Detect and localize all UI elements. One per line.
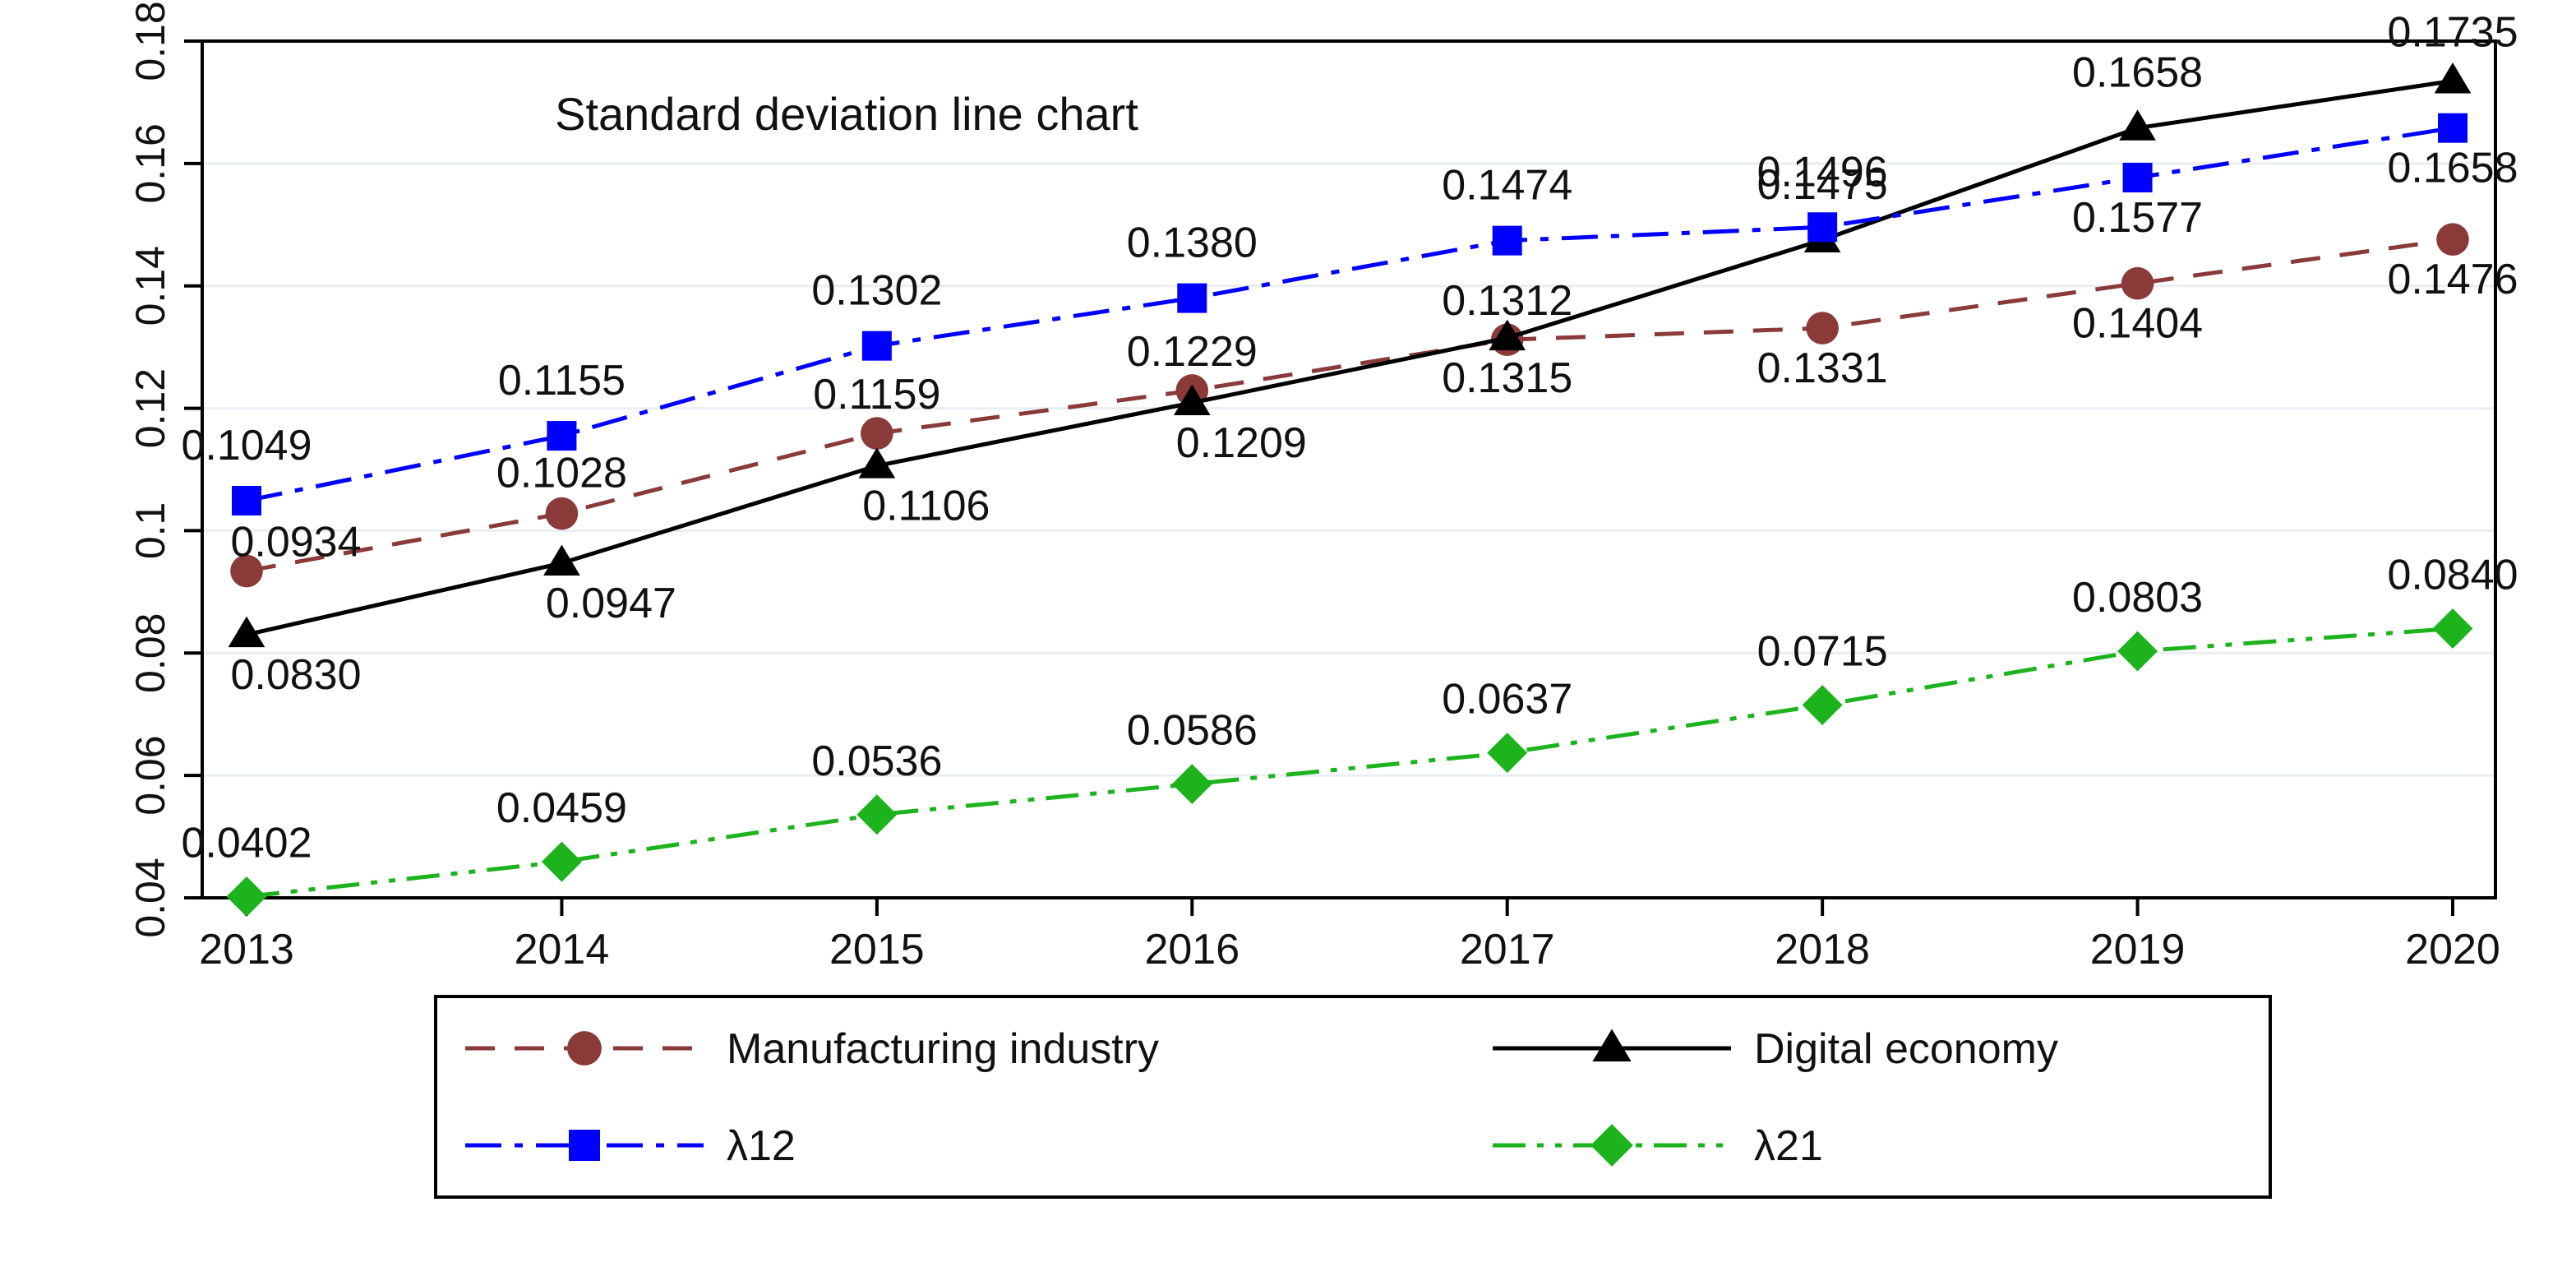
point-digital — [1489, 319, 1526, 351]
data-label-manufacturing: 0.1229 — [1127, 328, 1258, 376]
point-lambda12 — [2122, 162, 2153, 192]
series-line-digital — [246, 78, 2454, 637]
data-label-lambda12: 0.1474 — [1442, 162, 1572, 210]
legend-label-lambda21: λ21 — [1754, 1122, 1823, 1170]
data-label-digital: 0.1106 — [862, 483, 990, 530]
point-lambda21 — [226, 876, 267, 917]
y-tick-label: 0.06 — [127, 735, 173, 815]
data-label-digital: 0.1658 — [2072, 49, 2203, 97]
data-label-layer: 0.0934 0.1028 0.1159 0.1229 0.1312 0.1331 0.14… — [181, 8, 2518, 867]
data-label-lambda12: 0.1302 — [811, 267, 942, 315]
data-label-digital: 0.1475 — [1757, 161, 1888, 209]
y-tick-label: 0.12 — [127, 368, 173, 448]
point-manufacturing — [861, 417, 893, 450]
data-label-lambda21: 0.0459 — [496, 784, 627, 832]
data-label-manufacturing: 0.1028 — [496, 450, 627, 497]
point-lambda12 — [232, 485, 261, 516]
data-label-lambda12: 0.1658 — [2387, 145, 2518, 192]
point-lambda12 — [1177, 283, 1207, 313]
y-tick-label: 0.04 — [127, 858, 173, 937]
point-manufacturing — [2436, 223, 2469, 256]
point-lambda21 — [2117, 631, 2158, 672]
data-label-digital: 0.0830 — [230, 651, 361, 699]
data-label-lambda21: 0.0402 — [181, 820, 312, 867]
legend-label-digital: Digital economy — [1754, 1025, 2058, 1073]
axis-layer: 0.04 0.06 0.08 0.1 0.12 0.14 0.16 0.18 2013 2014 2… — [127, 1, 2500, 973]
point-lambda12 — [1492, 225, 1522, 256]
series-line-lambda12 — [246, 126, 2454, 503]
data-label-digital: 0.1735 — [2387, 8, 2518, 56]
y-tick-label: 0.16 — [127, 123, 173, 203]
data-label-manufacturing: 0.1159 — [813, 371, 940, 418]
legend: Manufacturing industry Digital economy λ12… — [434, 995, 2272, 1199]
data-label-lambda21: 0.0803 — [2072, 574, 2203, 622]
point-digital — [543, 544, 580, 576]
data-label-lambda12: 0.1496 — [1757, 148, 1888, 196]
point-digital — [228, 616, 265, 648]
data-label-digital: 0.1315 — [1442, 354, 1572, 402]
legend-box — [434, 995, 2272, 1199]
data-label-lambda21: 0.0536 — [811, 738, 942, 785]
point-lambda21 — [856, 794, 898, 835]
data-label-manufacturing: 0.1331 — [1757, 344, 1888, 392]
point-manufacturing — [1806, 312, 1839, 344]
point-digital — [2434, 62, 2472, 94]
x-tick-label: 2017 — [1460, 926, 1555, 973]
point-digital — [2119, 109, 2156, 141]
legend-label-manufacturing: Manufacturing industry — [727, 1025, 1159, 1073]
series-line-lambda21 — [246, 627, 2454, 899]
point-lambda21 — [1487, 733, 1528, 774]
point-lambda12 — [547, 421, 577, 451]
legend-swatch-marker-lambda21 — [1590, 1124, 1633, 1167]
point-lambda12 — [2438, 113, 2468, 143]
data-label-digital: 0.1209 — [1176, 419, 1307, 467]
x-tick-label: 2020 — [2405, 926, 2500, 973]
x-tick-label: 2019 — [2090, 926, 2186, 973]
point-manufacturing — [230, 554, 263, 588]
y-tick-label: 0.14 — [127, 246, 173, 326]
data-label-digital: 0.0947 — [546, 580, 676, 627]
data-label-lambda12: 0.1577 — [2072, 194, 2203, 242]
data-label-manufacturing: 0.1404 — [2072, 300, 2203, 348]
y-tick-label: 0.18 — [127, 1, 173, 81]
x-tick-label: 2013 — [199, 926, 294, 973]
data-label-lambda21: 0.0637 — [1442, 676, 1572, 724]
x-tick-label: 2018 — [1775, 926, 1870, 973]
point-lambda21 — [541, 841, 582, 882]
data-label-lambda21: 0.0586 — [1127, 707, 1258, 755]
data-label-lambda21: 0.0840 — [2387, 552, 2518, 599]
data-label-lambda12: 0.1380 — [1127, 220, 1258, 267]
data-label-lambda21: 0.0715 — [1757, 628, 1888, 676]
y-tick-label: 0.08 — [127, 613, 173, 693]
legend-label-lambda12: λ12 — [727, 1122, 796, 1170]
legend-swatch-marker-digital — [1592, 1029, 1632, 1061]
point-manufacturing — [2121, 266, 2154, 300]
data-label-manufacturing: 0.1476 — [2387, 256, 2518, 303]
x-tick-label: 2016 — [1144, 926, 1240, 973]
point-lambda12 — [861, 331, 892, 361]
point-digital — [858, 447, 896, 479]
y-tick-label: 0.1 — [127, 502, 173, 560]
x-tick-label: 2014 — [515, 926, 610, 973]
data-label-manufacturing: 0.0934 — [230, 519, 361, 566]
legend-swatch-marker-manufacturing — [567, 1031, 602, 1066]
legend-swatch-marker-lambda12 — [569, 1130, 600, 1161]
plot-area-frame — [201, 39, 2497, 899]
point-lambda12 — [1807, 212, 1838, 243]
data-label-manufacturing: 0.1312 — [1442, 277, 1572, 325]
point-lambda21 — [1802, 685, 1843, 726]
point-lambda21 — [1171, 764, 1212, 805]
data-label-lambda12: 0.1049 — [181, 422, 312, 469]
point-manufacturing — [545, 497, 579, 530]
x-tick-label: 2015 — [829, 926, 925, 973]
point-lambda21 — [2432, 608, 2473, 649]
series-layer — [226, 62, 2473, 917]
chart-title: Standard deviation line chart — [555, 88, 1138, 140]
series-line-manufacturing — [246, 237, 2454, 574]
data-label-lambda12: 0.1155 — [498, 357, 626, 405]
point-digital — [1173, 384, 1211, 415]
